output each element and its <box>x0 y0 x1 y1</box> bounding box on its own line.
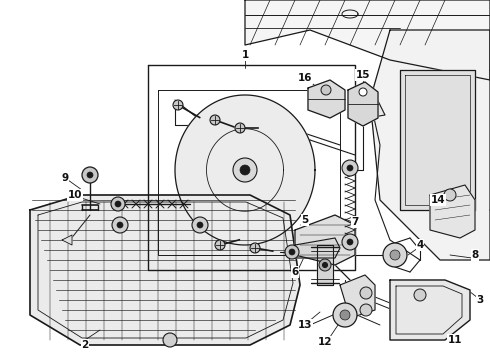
Circle shape <box>342 160 358 176</box>
Circle shape <box>115 201 121 207</box>
Circle shape <box>333 303 357 327</box>
Circle shape <box>414 289 426 301</box>
Circle shape <box>250 243 260 253</box>
Polygon shape <box>348 82 378 126</box>
Text: 6: 6 <box>292 267 298 277</box>
Circle shape <box>360 304 372 316</box>
Polygon shape <box>175 95 315 245</box>
Text: 13: 13 <box>298 320 312 330</box>
Circle shape <box>233 158 257 182</box>
Circle shape <box>173 100 183 110</box>
Text: 2: 2 <box>81 340 89 350</box>
Text: 9: 9 <box>61 173 69 183</box>
Circle shape <box>289 249 295 255</box>
Circle shape <box>444 189 456 201</box>
Circle shape <box>347 165 353 171</box>
Circle shape <box>192 217 208 233</box>
Text: 1: 1 <box>242 50 248 60</box>
Circle shape <box>82 167 98 183</box>
Polygon shape <box>370 30 490 260</box>
Circle shape <box>117 222 123 228</box>
Text: 3: 3 <box>476 295 484 305</box>
Circle shape <box>383 243 407 267</box>
Text: 8: 8 <box>471 250 479 260</box>
Circle shape <box>390 250 400 260</box>
Circle shape <box>360 287 372 299</box>
Circle shape <box>321 85 331 95</box>
Text: 15: 15 <box>356 70 370 80</box>
Polygon shape <box>360 95 385 118</box>
Polygon shape <box>308 80 345 118</box>
Circle shape <box>87 172 93 178</box>
Circle shape <box>322 262 327 267</box>
Polygon shape <box>30 195 300 345</box>
Text: 7: 7 <box>351 217 359 227</box>
Circle shape <box>342 234 358 250</box>
Text: 4: 4 <box>416 240 424 250</box>
Text: 16: 16 <box>298 73 312 83</box>
Circle shape <box>112 217 128 233</box>
Circle shape <box>163 333 177 347</box>
Circle shape <box>197 222 203 228</box>
Circle shape <box>210 115 220 125</box>
Polygon shape <box>430 185 475 238</box>
Circle shape <box>111 197 125 211</box>
Circle shape <box>240 165 250 175</box>
Text: 10: 10 <box>68 190 82 200</box>
Polygon shape <box>400 70 475 210</box>
Circle shape <box>215 240 225 250</box>
Circle shape <box>359 88 367 96</box>
Text: 12: 12 <box>318 337 332 347</box>
Circle shape <box>285 245 299 259</box>
Polygon shape <box>340 275 375 318</box>
Text: 5: 5 <box>301 215 309 225</box>
Text: 14: 14 <box>431 195 445 205</box>
Polygon shape <box>317 245 333 285</box>
Text: 11: 11 <box>448 335 462 345</box>
Circle shape <box>340 310 350 320</box>
Polygon shape <box>295 238 340 258</box>
Circle shape <box>319 259 331 271</box>
Polygon shape <box>245 0 490 80</box>
Circle shape <box>235 123 245 133</box>
Polygon shape <box>62 235 72 245</box>
Polygon shape <box>390 280 470 340</box>
Polygon shape <box>295 215 355 265</box>
Circle shape <box>347 239 353 245</box>
